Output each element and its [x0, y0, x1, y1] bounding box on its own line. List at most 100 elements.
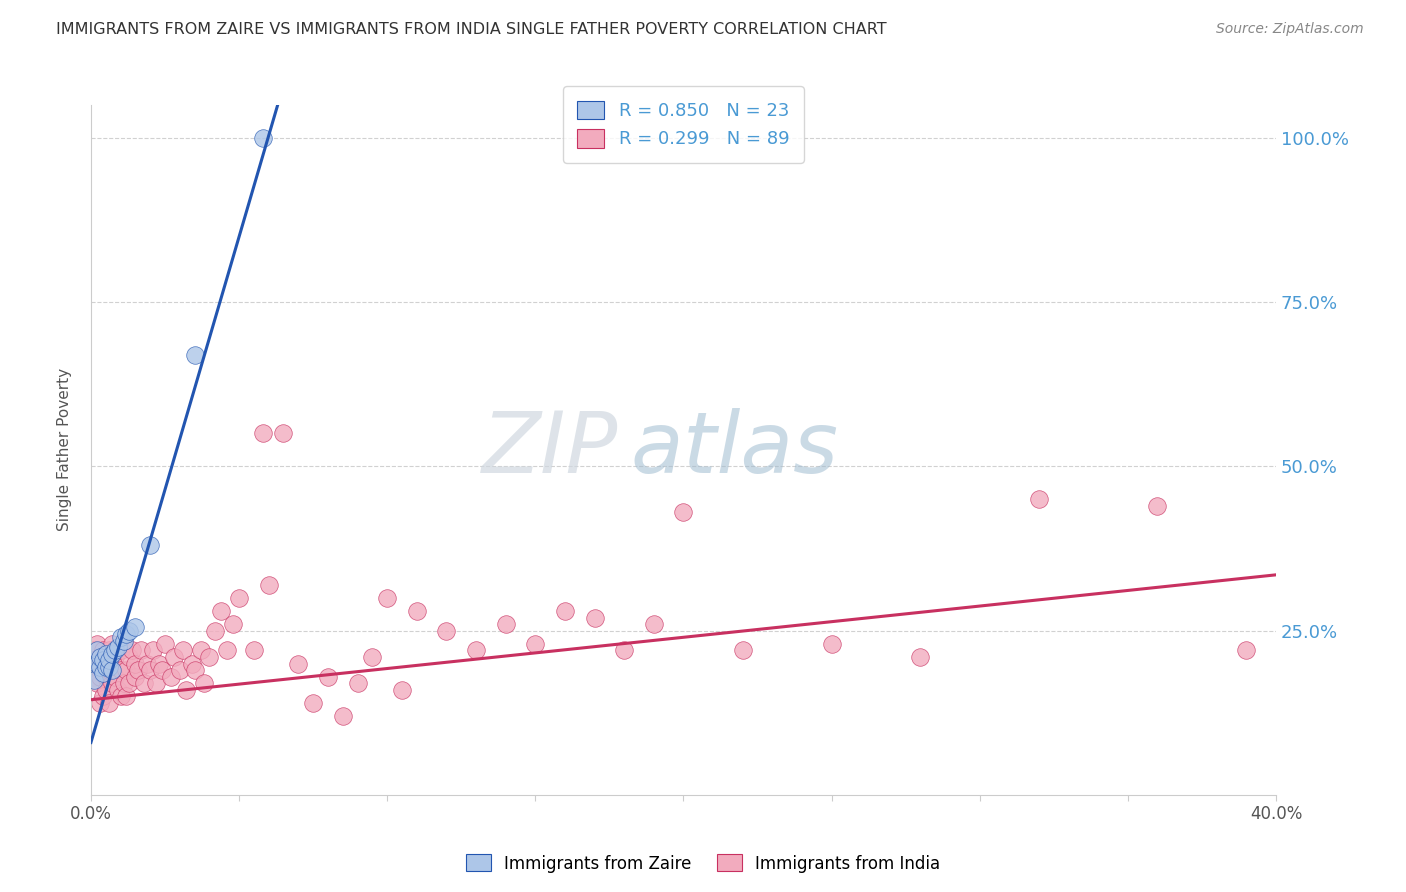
Point — [183, 663, 205, 677]
Point — [183, 348, 205, 362]
Point — [209, 604, 232, 618]
Point — [169, 663, 191, 677]
Point — [83, 673, 105, 687]
Point — [89, 650, 111, 665]
Point — [104, 643, 127, 657]
Text: Source: ZipAtlas.com: Source: ZipAtlas.com — [1216, 22, 1364, 37]
Point — [100, 657, 122, 671]
Point — [193, 676, 215, 690]
Point — [174, 682, 197, 697]
Point — [115, 663, 138, 677]
Point — [124, 670, 146, 684]
Point — [86, 676, 108, 690]
Point — [150, 663, 173, 677]
Point — [124, 620, 146, 634]
Point — [89, 670, 111, 684]
Point — [134, 676, 156, 690]
Point — [94, 660, 117, 674]
Point — [204, 624, 226, 638]
Point — [252, 426, 274, 441]
Point — [613, 643, 636, 657]
Point — [118, 650, 141, 665]
Point — [495, 617, 517, 632]
Point — [110, 630, 132, 644]
Point — [91, 653, 114, 667]
Point — [94, 682, 117, 697]
Point — [115, 690, 138, 704]
Point — [346, 676, 368, 690]
Point — [252, 130, 274, 145]
Point — [97, 660, 120, 674]
Point — [273, 426, 295, 441]
Point — [1146, 499, 1168, 513]
Point — [97, 663, 120, 677]
Point — [163, 650, 186, 665]
Point — [222, 617, 245, 632]
Point — [89, 650, 111, 665]
Point — [100, 637, 122, 651]
Point — [100, 647, 122, 661]
Point — [142, 643, 165, 657]
Point — [405, 604, 427, 618]
Point — [672, 505, 695, 519]
Point — [180, 657, 202, 671]
Point — [86, 657, 108, 671]
Point — [112, 637, 135, 651]
Point — [287, 657, 309, 671]
Point — [124, 657, 146, 671]
Point — [316, 670, 339, 684]
Point — [731, 643, 754, 657]
Point — [118, 624, 141, 638]
Point — [391, 682, 413, 697]
Point — [104, 670, 127, 684]
Point — [112, 633, 135, 648]
Point — [228, 591, 250, 605]
Point — [104, 650, 127, 665]
Point — [89, 696, 111, 710]
Y-axis label: Single Father Poverty: Single Father Poverty — [58, 368, 72, 532]
Point — [94, 670, 117, 684]
Point — [910, 650, 932, 665]
Point — [243, 643, 266, 657]
Point — [148, 657, 170, 671]
Text: IMMIGRANTS FROM ZAIRE VS IMMIGRANTS FROM INDIA SINGLE FATHER POVERTY CORRELATION: IMMIGRANTS FROM ZAIRE VS IMMIGRANTS FROM… — [56, 22, 887, 37]
Point — [129, 643, 152, 657]
Point — [115, 627, 138, 641]
Point — [97, 653, 120, 667]
Point — [118, 676, 141, 690]
Point — [110, 663, 132, 677]
Point — [436, 624, 458, 638]
Point — [97, 696, 120, 710]
Point — [110, 643, 132, 657]
Point — [190, 643, 212, 657]
Point — [160, 670, 183, 684]
Point — [332, 709, 354, 723]
Point — [94, 647, 117, 661]
Point — [375, 591, 398, 605]
Point — [361, 650, 384, 665]
Point — [86, 657, 108, 671]
Point — [524, 637, 547, 651]
Point — [643, 617, 665, 632]
Point — [89, 660, 111, 674]
Point — [94, 650, 117, 665]
Point — [153, 637, 176, 651]
Point — [110, 690, 132, 704]
Point — [91, 663, 114, 677]
Point — [1028, 492, 1050, 507]
Point — [1234, 643, 1257, 657]
Point — [107, 682, 129, 697]
Point — [91, 690, 114, 704]
Point — [83, 670, 105, 684]
Point — [198, 650, 221, 665]
Point — [583, 610, 606, 624]
Text: ZIP: ZIP — [482, 409, 619, 491]
Point — [257, 577, 280, 591]
Text: atlas: atlas — [630, 409, 838, 491]
Point — [107, 640, 129, 655]
Point — [465, 643, 488, 657]
Point — [302, 696, 325, 710]
Legend: R = 0.850   N = 23, R = 0.299   N = 89: R = 0.850 N = 23, R = 0.299 N = 89 — [562, 87, 804, 163]
Point — [112, 676, 135, 690]
Point — [139, 538, 162, 552]
